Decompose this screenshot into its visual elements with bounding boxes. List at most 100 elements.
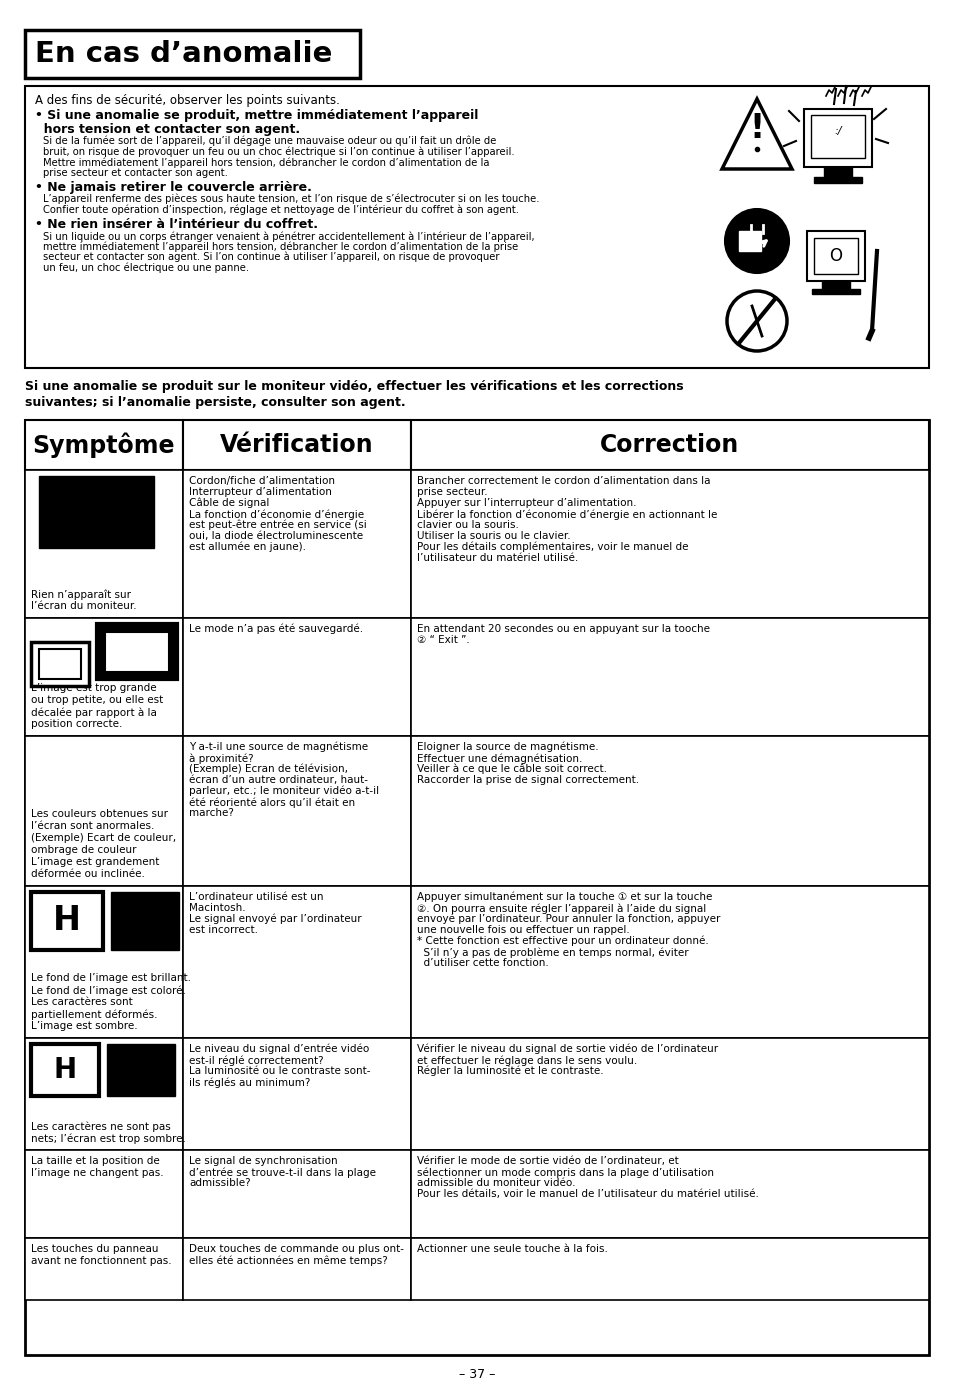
Text: Pour les détails, voir le manuel de l’utilisateur du matériel utilisé.: Pour les détails, voir le manuel de l’ut… <box>416 1189 758 1199</box>
Text: (Exemple) Ecart de couleur,: (Exemple) Ecart de couleur, <box>30 832 176 844</box>
Bar <box>25 470 183 618</box>
Bar <box>813 238 857 274</box>
Text: Vérifier le niveau du signal de sortie vidéo de l’ordinateur: Vérifier le niveau du signal de sortie v… <box>416 1044 718 1055</box>
Text: d’entrée se trouve-t-il dans la plage: d’entrée se trouve-t-il dans la plage <box>189 1166 375 1178</box>
Text: Le mode n’a pas été sauvegardé.: Le mode n’a pas été sauvegardé. <box>189 624 363 635</box>
Text: H: H <box>53 905 81 937</box>
Circle shape <box>724 209 788 273</box>
Bar <box>183 470 411 618</box>
Text: secteur et contacter son agent. Si l’on continue à utiliser l’appareil, on risqu: secteur et contacter son agent. Si l’on … <box>43 252 499 263</box>
Text: admissible du moniteur vidéo.: admissible du moniteur vidéo. <box>416 1178 575 1187</box>
Text: Les couleurs obtenues sur: Les couleurs obtenues sur <box>30 809 168 818</box>
Text: Utiliser la souris ou le clavier.: Utiliser la souris ou le clavier. <box>416 530 570 541</box>
Text: l’image ne changent pas.: l’image ne changent pas. <box>30 1168 164 1178</box>
Text: Si un liquide ou un corps étranger venaient à pénétrer accidentellement à l’inté: Si un liquide ou un corps étranger venai… <box>43 231 534 241</box>
Bar <box>25 885 183 1038</box>
Text: La fonction d’économie d’énergie: La fonction d’économie d’énergie <box>189 509 364 519</box>
Text: clavier ou la souris.: clavier ou la souris. <box>416 521 518 530</box>
Text: l’écran du moniteur.: l’écran du moniteur. <box>30 601 136 611</box>
Text: Régler la luminosité et le contraste.: Régler la luminosité et le contraste. <box>416 1066 603 1076</box>
Text: déformée ou inclinée.: déformée ou inclinée. <box>30 869 145 878</box>
Bar <box>25 618 183 736</box>
Polygon shape <box>110 754 162 798</box>
Text: prise secteur.: prise secteur. <box>416 487 487 497</box>
Text: O: O <box>828 246 841 264</box>
Text: H: H <box>53 1057 76 1084</box>
Text: est peut-être entrée en service (si: est peut-être entrée en service (si <box>189 521 366 530</box>
Text: L’image est trop grande: L’image est trop grande <box>30 683 156 693</box>
Bar <box>30 642 89 686</box>
Text: d’utiliser cette fonction.: d’utiliser cette fonction. <box>416 958 548 967</box>
Bar <box>411 885 928 1038</box>
Text: une nouvelle fois ou effectuer un rappel.: une nouvelle fois ou effectuer un rappel… <box>416 926 629 935</box>
Text: * Cette fonction est effective pour un ordinateur donné.: * Cette fonction est effective pour un o… <box>416 935 708 947</box>
Bar <box>183 420 411 470</box>
Text: Le fond de l’image est coloré.: Le fond de l’image est coloré. <box>30 986 186 995</box>
Bar <box>39 649 81 679</box>
Text: Appuyer simultanément sur la touche ① et sur la touche: Appuyer simultanément sur la touche ① et… <box>416 892 712 902</box>
Bar <box>25 86 928 367</box>
Text: envoyé par l’ordinateur. Pour annuler la fonction, appuyer: envoyé par l’ordinateur. Pour annuler la… <box>416 915 720 924</box>
Text: admissible?: admissible? <box>189 1178 251 1187</box>
Text: Raccorder la prise de signal correctement.: Raccorder la prise de signal correctemen… <box>416 775 639 785</box>
Text: ombrage de couleur: ombrage de couleur <box>30 845 136 855</box>
Text: !: ! <box>749 111 763 145</box>
Text: oui, la diode électroluminescente: oui, la diode électroluminescente <box>189 530 363 541</box>
Bar <box>25 1237 183 1300</box>
Bar <box>411 420 928 470</box>
Bar <box>105 632 169 672</box>
Text: ou trop petite, ou elle est: ou trop petite, ou elle est <box>30 695 163 704</box>
Text: Appuyer sur l’interrupteur d’alimentation.: Appuyer sur l’interrupteur d’alimentatio… <box>416 498 636 508</box>
Text: Le signal envoyé par l’ordinateur: Le signal envoyé par l’ordinateur <box>189 915 361 924</box>
Text: Rien n’apparaît sur: Rien n’apparaît sur <box>30 589 131 600</box>
Bar <box>25 736 183 885</box>
Text: Actionner une seule touche à la fois.: Actionner une seule touche à la fois. <box>416 1244 607 1254</box>
Text: elles été actionnées en même temps?: elles été actionnées en même temps? <box>189 1256 387 1265</box>
Text: Les touches du panneau: Les touches du panneau <box>30 1244 158 1254</box>
Text: Correction: Correction <box>599 433 739 457</box>
Bar <box>811 290 859 294</box>
Text: :/: :/ <box>833 127 841 148</box>
Bar <box>25 1150 183 1237</box>
Bar <box>739 231 760 251</box>
Text: Le signal de synchronisation: Le signal de synchronisation <box>189 1155 337 1166</box>
Bar <box>25 31 359 78</box>
Bar <box>30 892 103 949</box>
Text: L’image est sombre.: L’image est sombre. <box>30 1020 137 1031</box>
Bar <box>411 618 928 736</box>
Text: • Si une anomalie se produit, mettre immédiatement l’appareil: • Si une anomalie se produit, mettre imm… <box>35 109 477 122</box>
Bar <box>183 1038 411 1150</box>
Text: Interrupteur d’alimentation: Interrupteur d’alimentation <box>189 487 332 497</box>
Text: Symptôme: Symptôme <box>32 433 175 458</box>
Text: et effectuer le réglage dans le sens voulu.: et effectuer le réglage dans le sens vou… <box>416 1055 637 1065</box>
Text: Vérification: Vérification <box>220 433 374 457</box>
Text: Mettre immédiatement l’appareil hors tension, débrancher le cordon d’alimentatio: Mettre immédiatement l’appareil hors ten… <box>43 157 489 167</box>
Text: Si de la fumée sort de l’appareil, qu’il dégage une mauvaise odeur ou qu’il fait: Si de la fumée sort de l’appareil, qu’il… <box>43 136 496 146</box>
Text: ②. On pourra ensuite régler l’appareil à l’aide du signal: ②. On pourra ensuite régler l’appareil à… <box>416 903 705 913</box>
Text: sélectionner un mode compris dans la plage d’utilisation: sélectionner un mode compris dans la pla… <box>416 1166 713 1178</box>
Bar <box>411 736 928 885</box>
Text: Vérifier le mode de sortie vidéo de l’ordinateur, et: Vérifier le mode de sortie vidéo de l’or… <box>416 1155 678 1166</box>
Text: nets; l’écran est trop sombre.: nets; l’écran est trop sombre. <box>30 1133 186 1143</box>
Text: • Ne rien insérer à l’intérieur du coffret.: • Ne rien insérer à l’intérieur du coffr… <box>35 219 317 231</box>
Text: Les caractères ne sont pas: Les caractères ne sont pas <box>30 1121 171 1132</box>
Bar <box>25 420 928 1354</box>
Text: Eloigner la source de magnétisme.: Eloigner la source de magnétisme. <box>416 742 598 753</box>
Text: Libérer la fonction d’économie d’énergie en actionnant le: Libérer la fonction d’économie d’énergie… <box>416 509 717 519</box>
Text: à proximité?: à proximité? <box>189 753 253 763</box>
Bar <box>30 1044 99 1096</box>
Text: – 37 –: – 37 – <box>458 1368 495 1381</box>
Text: bruit, on risque de provoquer un feu ou un choc électrique si l’on continue à ut: bruit, on risque de provoquer un feu ou … <box>43 146 514 157</box>
Text: L’appareil renferme des pièces sous haute tension, et l’on risque de s’électrocu: L’appareil renferme des pièces sous haut… <box>43 193 539 205</box>
Text: décalée par rapport à la: décalée par rapport à la <box>30 707 156 717</box>
Text: ② “ Exit ”.: ② “ Exit ”. <box>416 635 469 644</box>
Text: Cordon/fiche d’alimentation: Cordon/fiche d’alimentation <box>189 476 335 486</box>
Text: Câble de signal: Câble de signal <box>189 498 269 508</box>
Polygon shape <box>40 754 88 798</box>
Text: Veiller à ce que le câble soit correct.: Veiller à ce que le câble soit correct. <box>416 764 606 774</box>
Text: L’image est grandement: L’image est grandement <box>30 857 159 867</box>
Text: mettre immédiatement l’appareil hors tension, débrancher le cordon d’alimentatio: mettre immédiatement l’appareil hors ten… <box>43 241 517 252</box>
Text: est-il réglé correctement?: est-il réglé correctement? <box>189 1055 323 1065</box>
Text: S’il n’y a pas de problème en temps normal, éviter: S’il n’y a pas de problème en temps norm… <box>416 947 688 958</box>
Text: parleur, etc.; le moniteur vidéo a-t-il: parleur, etc.; le moniteur vidéo a-t-il <box>189 786 378 796</box>
